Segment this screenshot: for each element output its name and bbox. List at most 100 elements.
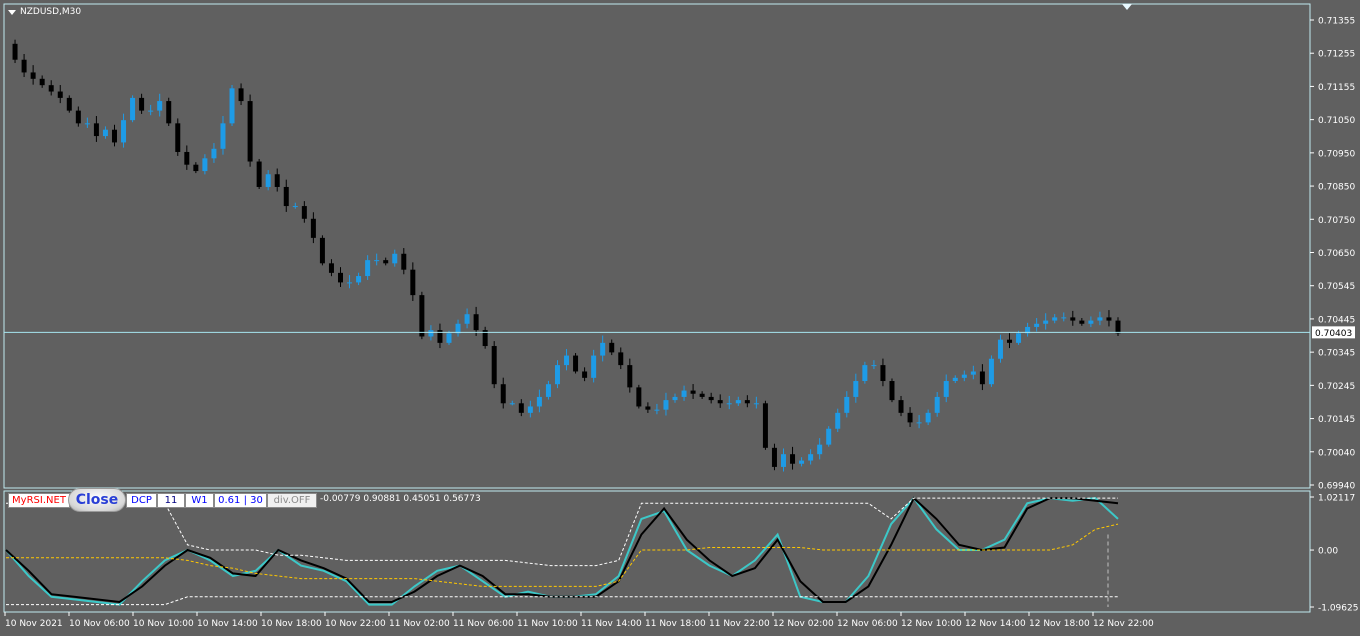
indicator-pane-frame: [3, 490, 1311, 613]
time-tick-label: 11 Nov 22:00: [709, 619, 770, 629]
candle-body: [1115, 320, 1121, 334]
level-button[interactable]: 0.61 | 30: [214, 493, 267, 508]
price-tick-label: 0.70750: [1318, 216, 1355, 226]
candle-body: [672, 396, 678, 401]
candle-body: [582, 371, 588, 378]
candle-body: [482, 330, 488, 347]
chart-symbol-title: NZDUSD,M30: [20, 7, 82, 17]
candle-body: [491, 346, 497, 385]
time-tick-label: 12 Nov 14:00: [965, 619, 1026, 629]
current-price-line: 0.70403: [4, 326, 1355, 339]
candle-body: [464, 314, 470, 324]
candle-body: [283, 186, 289, 207]
current-price-label-bg: [1312, 326, 1355, 339]
candle-body: [310, 218, 316, 238]
candle-body: [997, 339, 1003, 359]
candle-body: [826, 428, 832, 445]
price-tick-label: 0.70040: [1318, 448, 1355, 458]
candle-body: [799, 460, 805, 464]
time-tick-label: 10 Nov 18:00: [261, 619, 322, 629]
candle-body: [338, 272, 344, 283]
candle-body: [871, 365, 877, 367]
candle-body: [292, 206, 298, 208]
close-button[interactable]: Close: [68, 488, 126, 512]
price-tick-label: 0.70145: [1318, 415, 1355, 425]
candle-body: [536, 396, 542, 407]
candle-body: [916, 422, 922, 424]
timeframe-button[interactable]: W1: [185, 493, 214, 508]
candle-body: [817, 444, 823, 455]
price-tick-label: 0.69940: [1318, 482, 1355, 492]
candle-body: [229, 88, 235, 124]
time-tick-label: 10 Nov 10:00: [133, 619, 194, 629]
candle-body: [744, 400, 750, 404]
candle-body: [238, 88, 244, 102]
candle-body: [500, 384, 506, 404]
indicator-line-4: [6, 523, 1119, 587]
candle-body: [735, 400, 741, 404]
candle-body: [39, 78, 45, 86]
dcp-button[interactable]: DCP: [126, 493, 157, 508]
period-button[interactable]: 11: [157, 493, 185, 508]
candle-body: [193, 164, 199, 172]
chart-menu-arrow-icon[interactable]: [8, 10, 16, 15]
candle-body: [1106, 317, 1112, 321]
candle-body: [654, 409, 660, 411]
price-tick-label: 0.70345: [1318, 349, 1355, 359]
candle-body: [717, 400, 723, 404]
candle-body: [907, 412, 913, 423]
candle-body: [437, 330, 443, 343]
candle-body: [419, 295, 425, 337]
candle-body: [1061, 317, 1067, 319]
candle-body: [862, 365, 868, 382]
candle-body: [66, 97, 72, 111]
candle-body: [247, 101, 253, 162]
candle-body: [979, 371, 985, 385]
candle-body: [790, 454, 796, 464]
time-tick-label: 11 Nov 14:00: [581, 619, 642, 629]
candle-body: [365, 260, 371, 277]
candle-body: [925, 412, 931, 423]
candle-body: [554, 365, 560, 385]
candle-body: [473, 314, 479, 331]
candle-body: [374, 260, 380, 262]
indicator-line-3: [6, 497, 1118, 567]
candle-body: [130, 97, 136, 121]
candle-body: [1034, 323, 1040, 327]
price-axis: 0.71355 0.71255 0.71155 0.71050 0.70950 0.708…: [1310, 17, 1355, 492]
price-tick-label: 0.71255: [1318, 50, 1355, 60]
candle-body: [455, 323, 461, 334]
candle-body: [808, 454, 814, 461]
candle-body: [591, 355, 597, 378]
divergence-button[interactable]: div.OFF: [267, 493, 317, 508]
candle-body: [392, 253, 398, 264]
candle-body: [853, 381, 859, 397]
myrsi-button[interactable]: MyRSI.NET: [8, 493, 70, 508]
candle-body: [780, 454, 786, 467]
candle-body: [328, 263, 334, 273]
candle-body: [934, 396, 940, 413]
candle-body: [545, 384, 551, 397]
candle-body: [726, 403, 732, 405]
candle-body: [898, 400, 904, 413]
price-tick-label: 0.70850: [1318, 183, 1355, 193]
candle-body: [880, 365, 886, 382]
candle-body: [157, 101, 163, 111]
candle-body: [1043, 320, 1049, 324]
time-tick-label: 12 Nov 02:00: [773, 619, 834, 629]
candle-body: [1079, 320, 1085, 324]
candle-body: [1097, 317, 1103, 321]
price-tick-label: 0.70245: [1318, 382, 1355, 392]
candle-body: [663, 400, 669, 410]
candle-body: [446, 333, 452, 343]
candle-body: [319, 237, 325, 264]
time-tick-label: 12 Nov 22:00: [1093, 619, 1154, 629]
chart-shift-marker-icon[interactable]: [1122, 4, 1132, 10]
time-tick-label: 11 Nov 10:00: [517, 619, 578, 629]
candle-body: [753, 403, 759, 405]
candle-body: [1070, 317, 1076, 321]
candle-body: [347, 282, 353, 284]
candle-body: [383, 260, 389, 264]
